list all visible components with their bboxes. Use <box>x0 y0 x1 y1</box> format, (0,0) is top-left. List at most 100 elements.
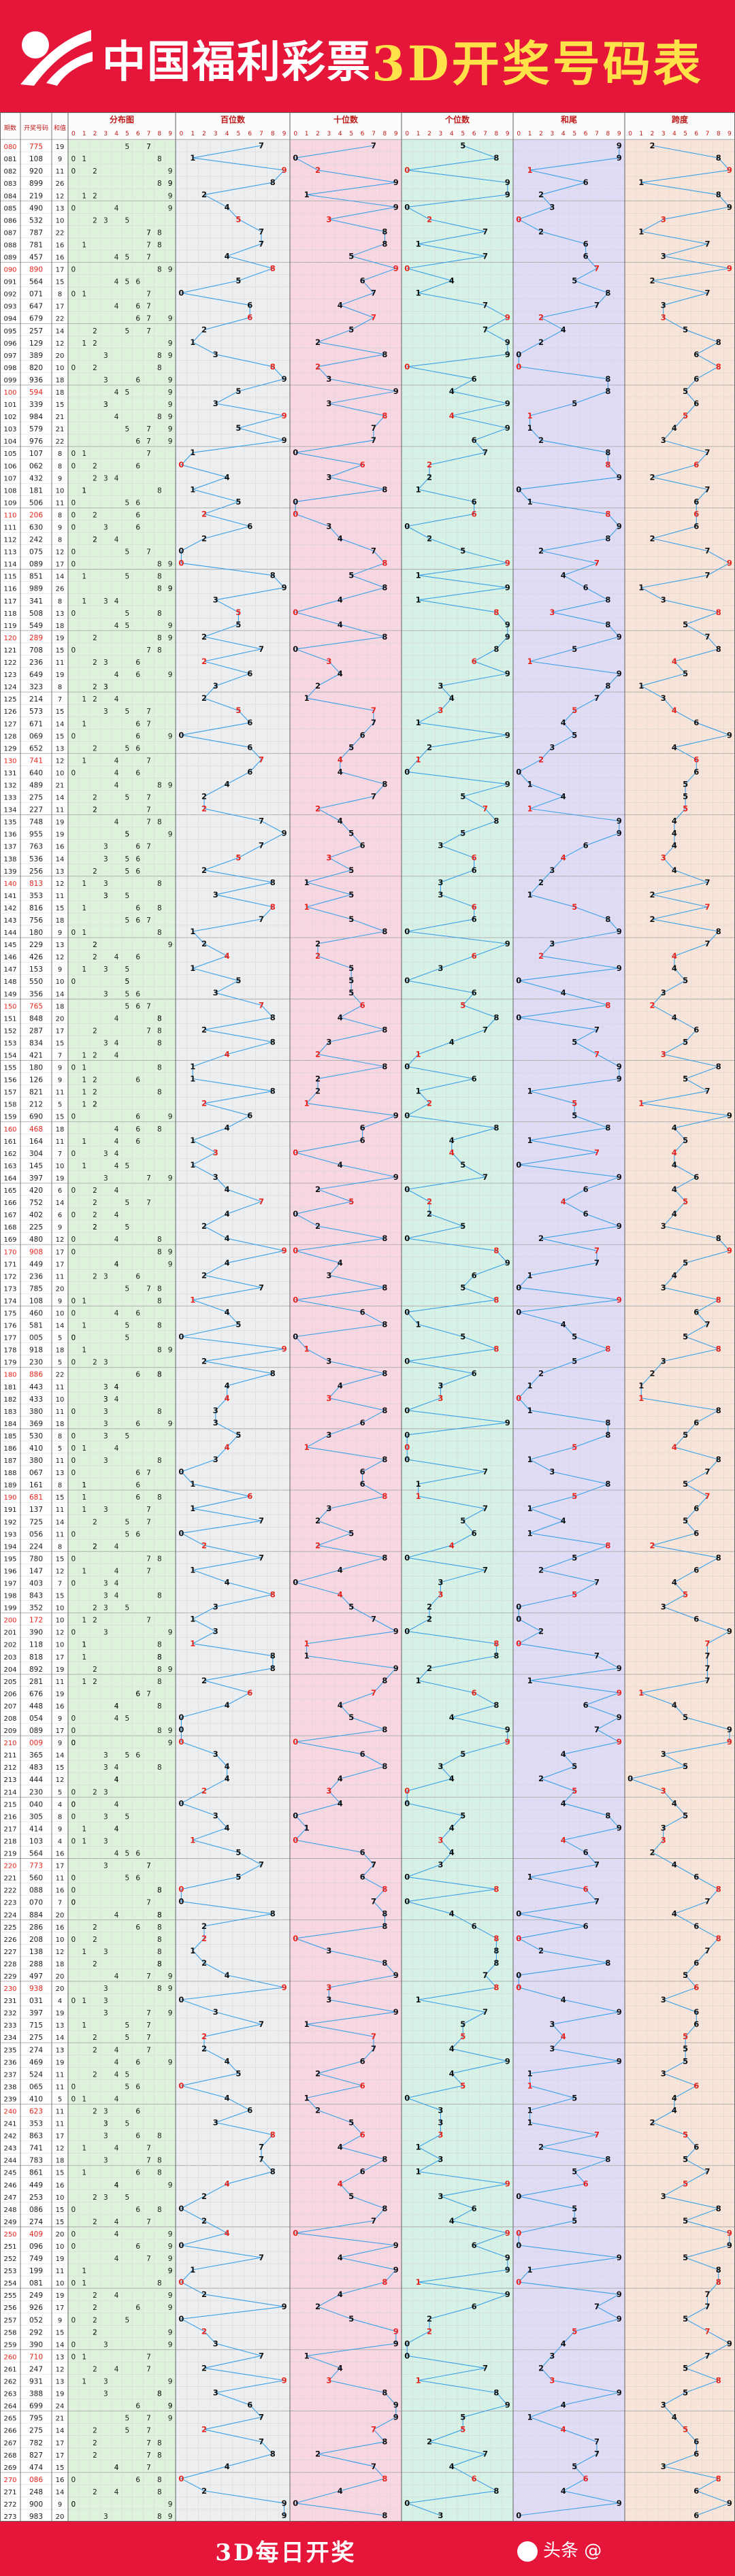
issue-number: 141 <box>3 893 16 900</box>
trend-point: 6 <box>583 841 589 851</box>
trend-point: 9 <box>617 829 622 838</box>
draw-sum: 15 <box>56 1114 65 1121</box>
draw-sum: 5 <box>58 1789 62 1796</box>
draw-number: 715 <box>29 2021 43 2030</box>
distribution-digit: 7 <box>146 1690 151 1698</box>
trend-point: 8 <box>270 878 276 887</box>
issue-number: 182 <box>3 1396 16 1404</box>
trend-point: 5 <box>235 2068 241 2078</box>
trend-point: 5 <box>235 853 241 863</box>
issue-number: 098 <box>3 365 16 372</box>
draw-number: 172 <box>29 1617 43 1625</box>
distribution-digit: 4 <box>114 278 119 286</box>
trend-point: 2 <box>649 1369 655 1378</box>
distribution-digit: 4 <box>114 2464 119 2472</box>
distribution-digit: 5 <box>125 794 130 802</box>
distribution-digit: 1 <box>82 720 86 728</box>
trend-point: 7 <box>704 878 710 887</box>
trend-point: 2 <box>201 1357 207 1366</box>
issue-number: 194 <box>3 1543 16 1551</box>
trend-point: 6 <box>472 1369 477 1378</box>
draw-number: 787 <box>29 229 43 237</box>
distribution-digit: 9 <box>168 352 173 360</box>
draw-sum: 15 <box>56 647 65 655</box>
draw-sum: 5 <box>58 2096 62 2103</box>
trend-point: 7 <box>483 1970 488 1980</box>
distribution-digit: 7 <box>146 2157 151 2165</box>
trend-point: 4 <box>338 816 343 826</box>
trend-point: 8 <box>605 534 610 544</box>
draw-sum: 14 <box>56 1519 65 1526</box>
trend-point: 1 <box>304 1442 310 1452</box>
issue-number: 115 <box>3 574 16 581</box>
issue-number: 252 <box>3 2256 16 2263</box>
distribution-digit: 1 <box>82 1617 86 1625</box>
draw-number: 524 <box>29 2070 43 2079</box>
trend-point: 2 <box>427 460 432 469</box>
trend-point: 9 <box>282 2511 287 2520</box>
distribution-digit: 0 <box>71 2353 76 2361</box>
distribution-digit: 3 <box>103 855 108 863</box>
draw-sum: 12 <box>56 757 65 765</box>
trend-point: 3 <box>549 865 555 875</box>
trend-point: 0 <box>178 730 184 740</box>
draw-number: 926 <box>29 2304 43 2312</box>
distribution-digit: 1 <box>82 1948 86 1956</box>
issue-number: 272 <box>3 2501 16 2509</box>
distribution-digit: 0 <box>71 1899 76 1907</box>
trend-point: 0 <box>293 1835 298 1845</box>
draw-number: 164 <box>29 1138 43 1146</box>
issue-number: 214 <box>3 1789 16 1796</box>
issue-number: 222 <box>3 1887 16 1895</box>
trend-point: 0 <box>178 1995 184 2004</box>
trend-point: 5 <box>683 2155 688 2164</box>
issue-number: 264 <box>3 2403 16 2411</box>
draw-number: 274 <box>29 2218 43 2226</box>
trend-point: 7 <box>704 1946 710 1955</box>
distribution-digit: 2 <box>93 1101 97 1109</box>
issue-number: 117 <box>3 598 16 606</box>
trend-point: 0 <box>404 1357 410 1366</box>
trend-point: 1 <box>190 337 195 347</box>
distribution-digit: 8 <box>157 1666 162 1674</box>
draw-sum: 18 <box>56 623 65 630</box>
draw-number: 137 <box>29 1506 43 1514</box>
draw-sum: 20 <box>56 1985 65 1993</box>
trend-point: 6 <box>472 509 477 518</box>
draw-number: 289 <box>29 634 43 642</box>
trend-point: 5 <box>235 386 241 396</box>
trend-point: 9 <box>282 1344 287 1354</box>
trend-point: 0 <box>293 448 298 457</box>
issue-number: 211 <box>3 1752 16 1760</box>
trend-point: 3 <box>213 399 218 408</box>
trend-point: 9 <box>282 2375 287 2385</box>
distribution-digit: 1 <box>82 1493 86 1502</box>
distribution-digit: 4 <box>114 2070 119 2079</box>
distribution-digit: 8 <box>157 1936 162 1944</box>
trend-point: 7 <box>259 755 264 764</box>
trend-point: 8 <box>382 1234 387 1243</box>
distribution-digit: 9 <box>168 2500 173 2509</box>
trend-point: 8 <box>605 448 610 457</box>
draw-number: 126 <box>29 1076 43 1085</box>
distribution-digit: 7 <box>146 720 151 728</box>
draw-sum: 11 <box>56 168 65 176</box>
draw-sum: 10 <box>56 487 65 495</box>
distribution-digit: 7 <box>146 303 151 311</box>
distribution-digit: 0 <box>71 2341 76 2349</box>
distribution-digit: 4 <box>114 819 119 827</box>
trend-point: 8 <box>605 288 610 298</box>
trend-point: 4 <box>672 829 677 838</box>
distribution-digit: 4 <box>114 1052 119 1060</box>
distribution-digit: 6 <box>135 1751 140 1760</box>
trend-point: 6 <box>693 1528 699 1538</box>
distribution-digit: 4 <box>114 204 119 212</box>
trend-point: 8 <box>605 914 610 924</box>
distribution-digit: 7 <box>146 1567 151 1575</box>
trend-point: 8 <box>716 1344 721 1354</box>
trend-point: 4 <box>561 2486 566 2496</box>
draw-number: 230 <box>29 1788 43 1796</box>
trend-point: 2 <box>649 141 655 150</box>
trend-point: 1 <box>527 657 533 666</box>
trend-point: 3 <box>213 988 218 997</box>
